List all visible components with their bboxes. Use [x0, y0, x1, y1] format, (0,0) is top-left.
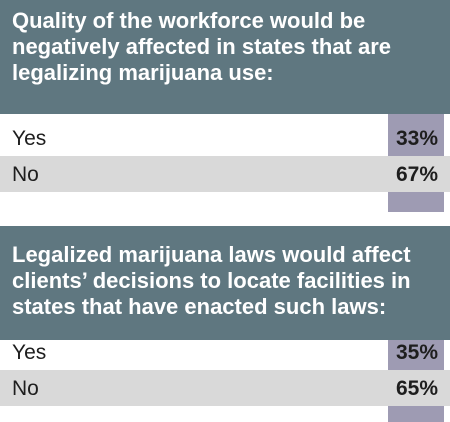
response-rows: Yes 35% No 65% [0, 334, 450, 406]
row-value: 67% [395, 163, 438, 186]
response-rows: Yes 33% No 67% [0, 120, 450, 192]
row-label: No [12, 377, 39, 400]
survey-card-workforce: Quality of the workforce would be negati… [0, 0, 450, 212]
survey-card-facilities: Legalized marijuana laws would affect cl… [0, 212, 450, 422]
table-row: No 67% [0, 156, 450, 192]
row-label: Yes [12, 127, 47, 150]
row-label: No [12, 163, 39, 186]
table-row: Yes 33% [0, 120, 450, 156]
row-label: Yes [12, 341, 47, 364]
row-value: 35% [395, 341, 438, 364]
table-row: Yes 35% [0, 334, 450, 370]
table-row: No 65% [0, 370, 450, 406]
card-title: Quality of the workforce would be negati… [0, 0, 450, 114]
row-value: 65% [395, 377, 438, 400]
card-title: Legalized marijuana laws would affect cl… [0, 226, 450, 340]
row-value: 33% [395, 127, 438, 150]
